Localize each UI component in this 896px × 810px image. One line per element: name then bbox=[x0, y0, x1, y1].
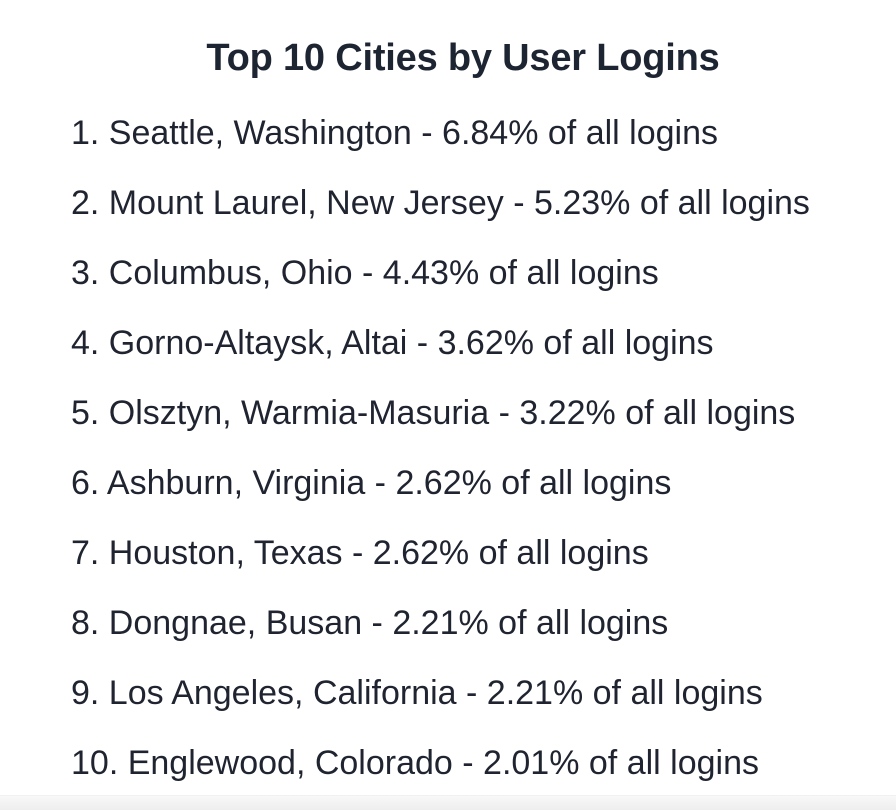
list-item: 3. Columbus, Ohio - 4.43% of all logins bbox=[71, 254, 659, 292]
list-item: 6. Ashburn, Virginia - 2.62% of all logi… bbox=[71, 464, 672, 502]
list-item: 9. Los Angeles, California - 2.21% of al… bbox=[71, 674, 763, 712]
cities-list: 1. Seattle, Washington - 6.84% of all lo… bbox=[71, 109, 810, 809]
list-item: 8. Dongnae, Busan - 2.21% of all logins bbox=[71, 604, 669, 642]
list-item: 1. Seattle, Washington - 6.84% of all lo… bbox=[71, 114, 718, 152]
page-title: Top 10 Cities by User Logins bbox=[206, 37, 720, 79]
list-item: 4. Gorno-Altaysk, Altai - 3.62% of all l… bbox=[71, 324, 714, 362]
list-item: 7. Houston, Texas - 2.62% of all logins bbox=[71, 534, 649, 572]
list-item: 2. Mount Laurel, New Jersey - 5.23% of a… bbox=[71, 184, 810, 222]
bottom-edge-shadow bbox=[0, 795, 896, 810]
list-item: 10. Englewood, Colorado - 2.01% of all l… bbox=[71, 744, 759, 782]
list-item: 5. Olsztyn, Warmia-Masuria - 3.22% of al… bbox=[71, 394, 796, 432]
